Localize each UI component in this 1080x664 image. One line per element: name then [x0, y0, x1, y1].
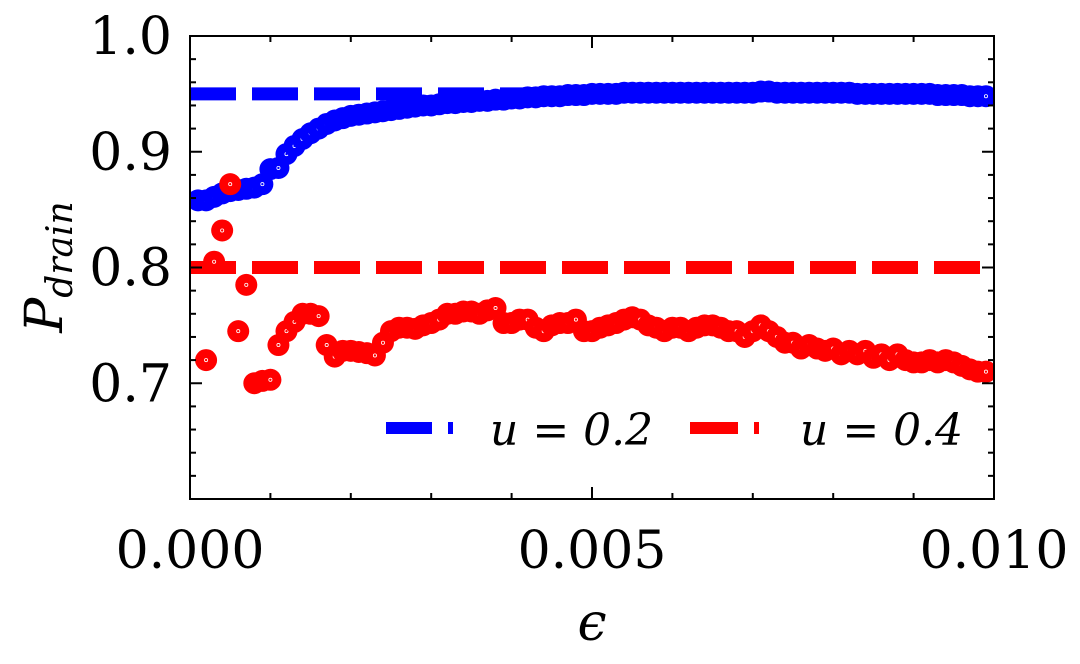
data-point-center-u=0.2-8 — [260, 182, 265, 187]
data-point-center-u=0.4-22 — [380, 340, 385, 345]
data-point-u=0.4-4 — [227, 320, 250, 343]
data-point-center-u=0.4-36 — [493, 306, 498, 311]
data-point-center-u=0.4-21 — [372, 353, 377, 358]
tick-labels: 0.000 0.005 0.010 0.7 0.8 0.9 1.0 — [89, 7, 1068, 581]
y-tick-label-0: 0.7 — [89, 354, 172, 414]
data-point-center-u=0.4-3 — [228, 182, 233, 187]
data-point-center-u=0.4-1 — [212, 259, 217, 264]
data-point-center-u=0.4-4 — [236, 329, 241, 334]
data-point-center-u=0.2-98 — [983, 94, 988, 99]
plot-area — [190, 80, 994, 395]
legend-label-u-0.4: u = 0.4 — [800, 405, 963, 456]
series-u-0.2 — [190, 80, 994, 212]
data-point-center-u=0.4-15 — [324, 343, 329, 348]
data-point-u=0.4-1 — [203, 250, 226, 273]
data-point-u=0.4-8 — [259, 368, 282, 391]
data-point-u=0.4-5 — [235, 273, 258, 296]
y-tick-label-2: 0.9 — [89, 123, 172, 183]
x-tick-label-1: 0.005 — [518, 521, 667, 581]
data-point-center-u=0.2-10 — [276, 165, 281, 170]
y-tick-label-3: 1.0 — [89, 7, 172, 67]
data-point-center-u=0.4-2 — [220, 228, 225, 233]
y-axis-title-main: P — [15, 297, 75, 334]
data-point-center-u=0.4-9 — [276, 343, 281, 348]
y-axis-title: Pdrain — [15, 201, 81, 333]
data-point-u=0.4-0 — [195, 349, 218, 372]
data-point-u=0.4-2 — [211, 219, 234, 242]
y-axis-title-sub: drain — [40, 201, 81, 297]
data-point-center-u=0.4-0 — [204, 358, 209, 363]
y-tick-label-1: 0.8 — [89, 239, 172, 299]
legend-label-u-0.2: u = 0.2 — [490, 405, 653, 456]
plot-frame — [189, 35, 995, 500]
reference-lines — [190, 87, 994, 274]
data-point-u=0.4-14 — [307, 305, 330, 328]
data-point-u=0.4-3 — [219, 173, 242, 196]
data-point-center-u=0.4-97 — [983, 369, 988, 374]
data-point-center-u=0.4-8 — [268, 377, 273, 382]
data-point-center-u=0.4-5 — [244, 282, 249, 287]
data-point-center-u=0.4-46 — [573, 317, 578, 322]
data-point-center-u=0.4-14 — [316, 314, 321, 319]
x-tick-label-2: 0.010 — [920, 521, 1069, 581]
series-u-0.4 — [195, 173, 994, 395]
x-tick-label-0: 0.000 — [116, 521, 265, 581]
x-axis-title: ϵ — [577, 593, 606, 653]
legend: u = 0.2 u = 0.4 — [386, 405, 963, 456]
data-point-center-u=0.4-10 — [284, 329, 289, 334]
